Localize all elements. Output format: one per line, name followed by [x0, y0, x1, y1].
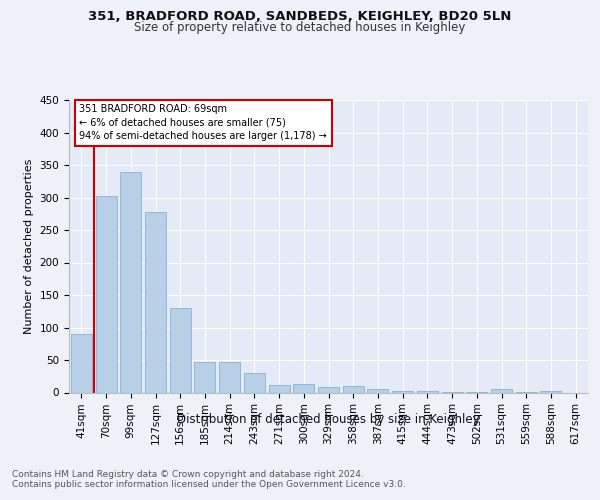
- Bar: [541, 390, 562, 392]
- Text: 351, BRADFORD ROAD, SANDBEDS, KEIGHLEY, BD20 5LN: 351, BRADFORD ROAD, SANDBEDS, KEIGHLEY, …: [88, 10, 512, 23]
- Bar: [269, 384, 290, 392]
- Bar: [392, 390, 413, 392]
- Bar: [417, 390, 438, 392]
- Bar: [71, 334, 92, 392]
- Bar: [145, 212, 166, 392]
- Bar: [491, 389, 512, 392]
- Text: 351 BRADFORD ROAD: 69sqm
← 6% of detached houses are smaller (75)
94% of semi-de: 351 BRADFORD ROAD: 69sqm ← 6% of detache…: [79, 104, 327, 141]
- Bar: [343, 386, 364, 392]
- Bar: [194, 362, 215, 392]
- Text: Contains public sector information licensed under the Open Government Licence v3: Contains public sector information licen…: [12, 480, 406, 489]
- Y-axis label: Number of detached properties: Number of detached properties: [24, 158, 34, 334]
- Bar: [170, 308, 191, 392]
- Bar: [244, 373, 265, 392]
- Text: Distribution of detached houses by size in Keighley: Distribution of detached houses by size …: [178, 412, 480, 426]
- Bar: [367, 389, 388, 392]
- Bar: [318, 388, 339, 392]
- Bar: [120, 172, 141, 392]
- Text: Contains HM Land Registry data © Crown copyright and database right 2024.: Contains HM Land Registry data © Crown c…: [12, 470, 364, 479]
- Text: Size of property relative to detached houses in Keighley: Size of property relative to detached ho…: [134, 22, 466, 35]
- Bar: [293, 384, 314, 392]
- Bar: [95, 196, 116, 392]
- Bar: [219, 362, 240, 392]
